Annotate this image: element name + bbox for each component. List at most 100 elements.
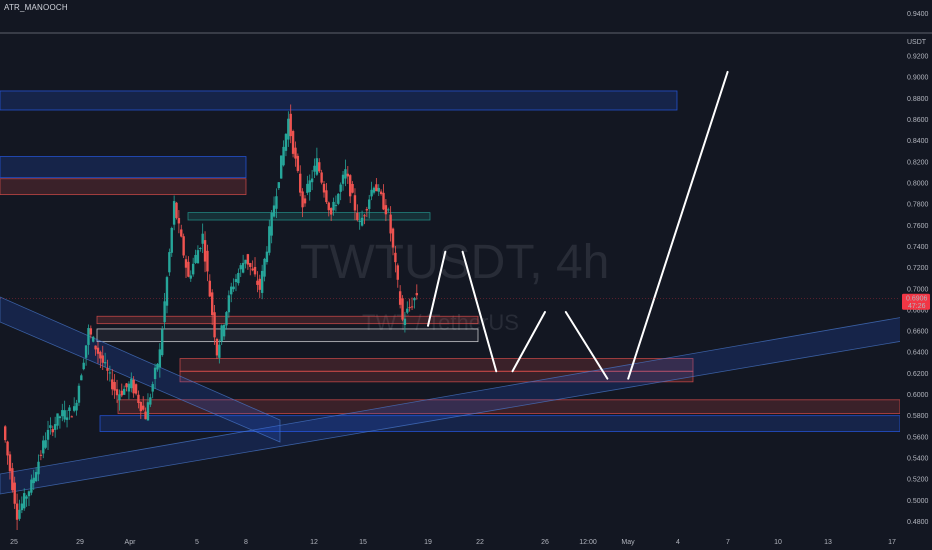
zone xyxy=(99,415,901,432)
candle-body xyxy=(289,113,292,137)
candle-body xyxy=(253,266,257,275)
candle-body xyxy=(146,402,150,421)
candle-body xyxy=(263,258,266,277)
y-tick-label: 0.7600 xyxy=(907,223,929,230)
candle-body xyxy=(20,503,24,511)
candle-body xyxy=(341,174,345,184)
candle-body xyxy=(196,250,200,264)
price-tag-value: 0.6906 xyxy=(906,296,928,303)
y-tick-label: 0.8200 xyxy=(907,159,929,166)
y-tick-label: 0.6000 xyxy=(907,392,929,399)
candle-body xyxy=(313,165,316,172)
candle-body xyxy=(222,325,226,337)
candle-body xyxy=(72,406,76,411)
candle-body xyxy=(210,292,214,316)
candle-body xyxy=(268,226,271,253)
candle-body xyxy=(120,390,123,396)
candle-body xyxy=(199,248,202,250)
candle-body xyxy=(122,388,126,395)
supply-demand-zones xyxy=(0,90,901,550)
candle-body xyxy=(329,208,333,215)
candle-body xyxy=(382,192,385,210)
candle-body xyxy=(99,351,102,359)
candle-body xyxy=(208,280,212,297)
candle-body xyxy=(249,263,252,267)
candle-body xyxy=(113,382,116,391)
candle-body xyxy=(58,416,62,419)
candle-body xyxy=(149,397,152,405)
candle-body xyxy=(279,155,283,179)
y-tick-label: 0.6400 xyxy=(907,350,929,357)
price-tag-countdown: 47:26 xyxy=(908,303,926,310)
candle-body xyxy=(96,347,100,354)
candle-body xyxy=(308,180,311,192)
price-axis-background xyxy=(900,0,932,534)
projection-leg xyxy=(627,70,729,380)
x-tick-label: 12:00 xyxy=(579,539,597,546)
candle-body xyxy=(177,218,181,224)
x-tick-label: 26 xyxy=(541,539,549,546)
price-axis[interactable]: 0.9400 0.4800 0.5000 0.5200 0.5400 0.5600 0.58… xyxy=(0,0,932,534)
candle-body xyxy=(337,193,340,204)
candle-body xyxy=(356,212,359,221)
zone xyxy=(0,178,247,196)
candle-body xyxy=(334,205,338,207)
x-tick-label: 5 xyxy=(195,539,199,546)
candle-body xyxy=(68,407,71,411)
candle-body xyxy=(63,410,66,420)
y-tick-label: 0.9000 xyxy=(907,75,929,82)
candle-body xyxy=(353,195,357,211)
candle-body xyxy=(206,250,209,272)
candle-body xyxy=(137,394,140,403)
candle-body xyxy=(332,201,335,211)
x-tick-label: May xyxy=(621,539,635,546)
candle-body xyxy=(391,228,395,248)
x-tick-label: 19 xyxy=(424,539,432,546)
candle-body xyxy=(344,169,347,179)
candle-body xyxy=(346,173,350,177)
x-tick-label: Apr xyxy=(125,539,137,546)
candle-body xyxy=(51,429,54,433)
candle-body xyxy=(287,118,290,140)
candle-body xyxy=(141,405,145,410)
candle-body xyxy=(53,424,57,430)
candle-body xyxy=(27,491,31,497)
y-tick-label: 0.8600 xyxy=(907,117,929,124)
candle-body xyxy=(84,345,88,358)
candle-body xyxy=(318,162,321,172)
candle-body xyxy=(39,454,43,456)
y-tick-label: 0.5600 xyxy=(907,434,929,441)
candle-body xyxy=(241,262,245,273)
candle-body xyxy=(15,503,19,520)
candle-body xyxy=(191,263,195,275)
zone xyxy=(0,90,678,111)
time-axis-background xyxy=(0,534,932,550)
candle-body xyxy=(284,133,288,151)
time-axis[interactable]: 25 29 Apr 5 8 12 15 19 22 26 12:00 May 4 7 10 13 17 xyxy=(0,534,932,550)
candle-body xyxy=(260,270,264,293)
candle-body xyxy=(127,383,131,392)
candle-body xyxy=(23,493,26,509)
candle-body xyxy=(89,328,93,335)
y-tick-label: 0.7000 xyxy=(907,286,929,293)
candle-body xyxy=(377,187,380,192)
candle-body xyxy=(218,344,221,358)
candle-body xyxy=(299,173,302,193)
x-tick-label: 25 xyxy=(10,539,18,546)
candle-body xyxy=(44,440,47,448)
candle-body xyxy=(375,184,378,192)
candle-body xyxy=(360,217,364,226)
projection-leg xyxy=(511,311,546,373)
candle-body xyxy=(6,441,9,456)
candle-body xyxy=(384,205,388,215)
candle-body xyxy=(175,202,178,218)
candle-body xyxy=(25,496,28,499)
candle-body xyxy=(194,254,197,263)
candle-body xyxy=(151,384,154,392)
candle-body xyxy=(406,308,409,313)
candle-body xyxy=(227,295,231,313)
candle-body xyxy=(370,189,373,197)
candle-body xyxy=(18,509,21,519)
candle-body xyxy=(320,172,323,183)
